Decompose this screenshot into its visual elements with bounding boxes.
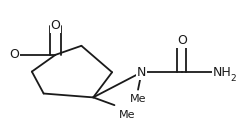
Text: O: O [50, 19, 60, 32]
Text: O: O [177, 34, 187, 47]
Text: Me: Me [119, 110, 136, 120]
Text: NH: NH [213, 66, 232, 79]
Text: N: N [137, 66, 146, 79]
Text: O: O [9, 48, 19, 61]
Text: 2: 2 [230, 74, 236, 83]
Text: Me: Me [130, 94, 146, 104]
